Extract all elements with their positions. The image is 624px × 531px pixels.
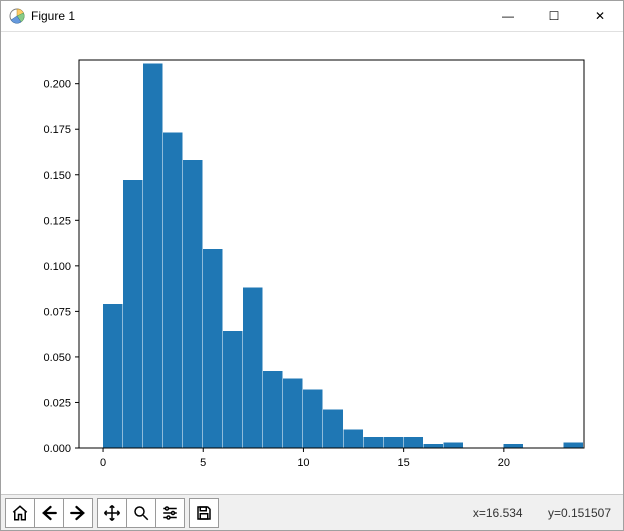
svg-text:0.025: 0.025 <box>43 397 71 409</box>
svg-text:0.125: 0.125 <box>43 215 71 227</box>
svg-text:0.000: 0.000 <box>43 443 71 455</box>
svg-text:5: 5 <box>200 457 206 469</box>
arrow-right-icon <box>69 504 87 522</box>
svg-text:15: 15 <box>398 457 410 469</box>
maximize-button[interactable]: ☐ <box>531 1 577 31</box>
figure-window: Figure 1 — ☐ ✕ 0 5 10 15 20 0.000 0.025 0.050 0.… <box>0 0 624 531</box>
nav-toolbar: x=16.534 y=0.151507 <box>1 494 623 530</box>
figure-canvas[interactable]: 0 5 10 15 20 0.000 0.025 0.050 0.075 0.100 0.125 0.… <box>1 32 623 494</box>
home-icon <box>11 504 29 522</box>
zoom-button[interactable] <box>127 499 156 527</box>
home-button[interactable] <box>6 499 35 527</box>
svg-text:0.075: 0.075 <box>43 306 71 318</box>
arrow-left-icon <box>40 504 58 522</box>
minimize-icon: — <box>502 9 514 23</box>
titlebar: Figure 1 — ☐ ✕ <box>1 1 623 32</box>
svg-text:0.050: 0.050 <box>43 352 71 364</box>
back-button[interactable] <box>35 499 64 527</box>
cursor-coordinates: x=16.534 y=0.151507 <box>451 506 619 520</box>
svg-text:0: 0 <box>100 457 106 469</box>
coord-y: y=0.151507 <box>548 506 611 520</box>
pan-button[interactable] <box>98 499 127 527</box>
svg-text:0.100: 0.100 <box>43 261 71 273</box>
close-button[interactable]: ✕ <box>577 1 623 31</box>
svg-text:0.200: 0.200 <box>43 79 71 91</box>
move-icon <box>103 504 121 522</box>
svg-text:0.175: 0.175 <box>43 124 71 136</box>
svg-text:10: 10 <box>297 457 309 469</box>
magnifier-icon <box>132 504 150 522</box>
coord-x: x=16.534 <box>473 506 523 520</box>
configure-button[interactable] <box>156 499 184 527</box>
forward-button[interactable] <box>64 499 92 527</box>
toolbar-group-nav <box>5 498 93 528</box>
window-title: Figure 1 <box>31 9 75 23</box>
save-icon <box>195 504 213 522</box>
maximize-icon: ☐ <box>549 9 560 23</box>
histogram-chart: 0 5 10 15 20 0.000 0.025 0.050 0.075 0.100 0.125 0.… <box>1 32 623 494</box>
toolbar-group-tools <box>97 498 185 528</box>
matplotlib-icon <box>9 8 25 24</box>
save-button[interactable] <box>190 499 218 527</box>
svg-text:20: 20 <box>498 457 510 469</box>
close-icon: ✕ <box>595 9 605 23</box>
minimize-button[interactable]: — <box>485 1 531 31</box>
toolbar-group-save <box>189 498 219 528</box>
sliders-icon <box>161 504 179 522</box>
svg-text:0.150: 0.150 <box>43 170 71 182</box>
